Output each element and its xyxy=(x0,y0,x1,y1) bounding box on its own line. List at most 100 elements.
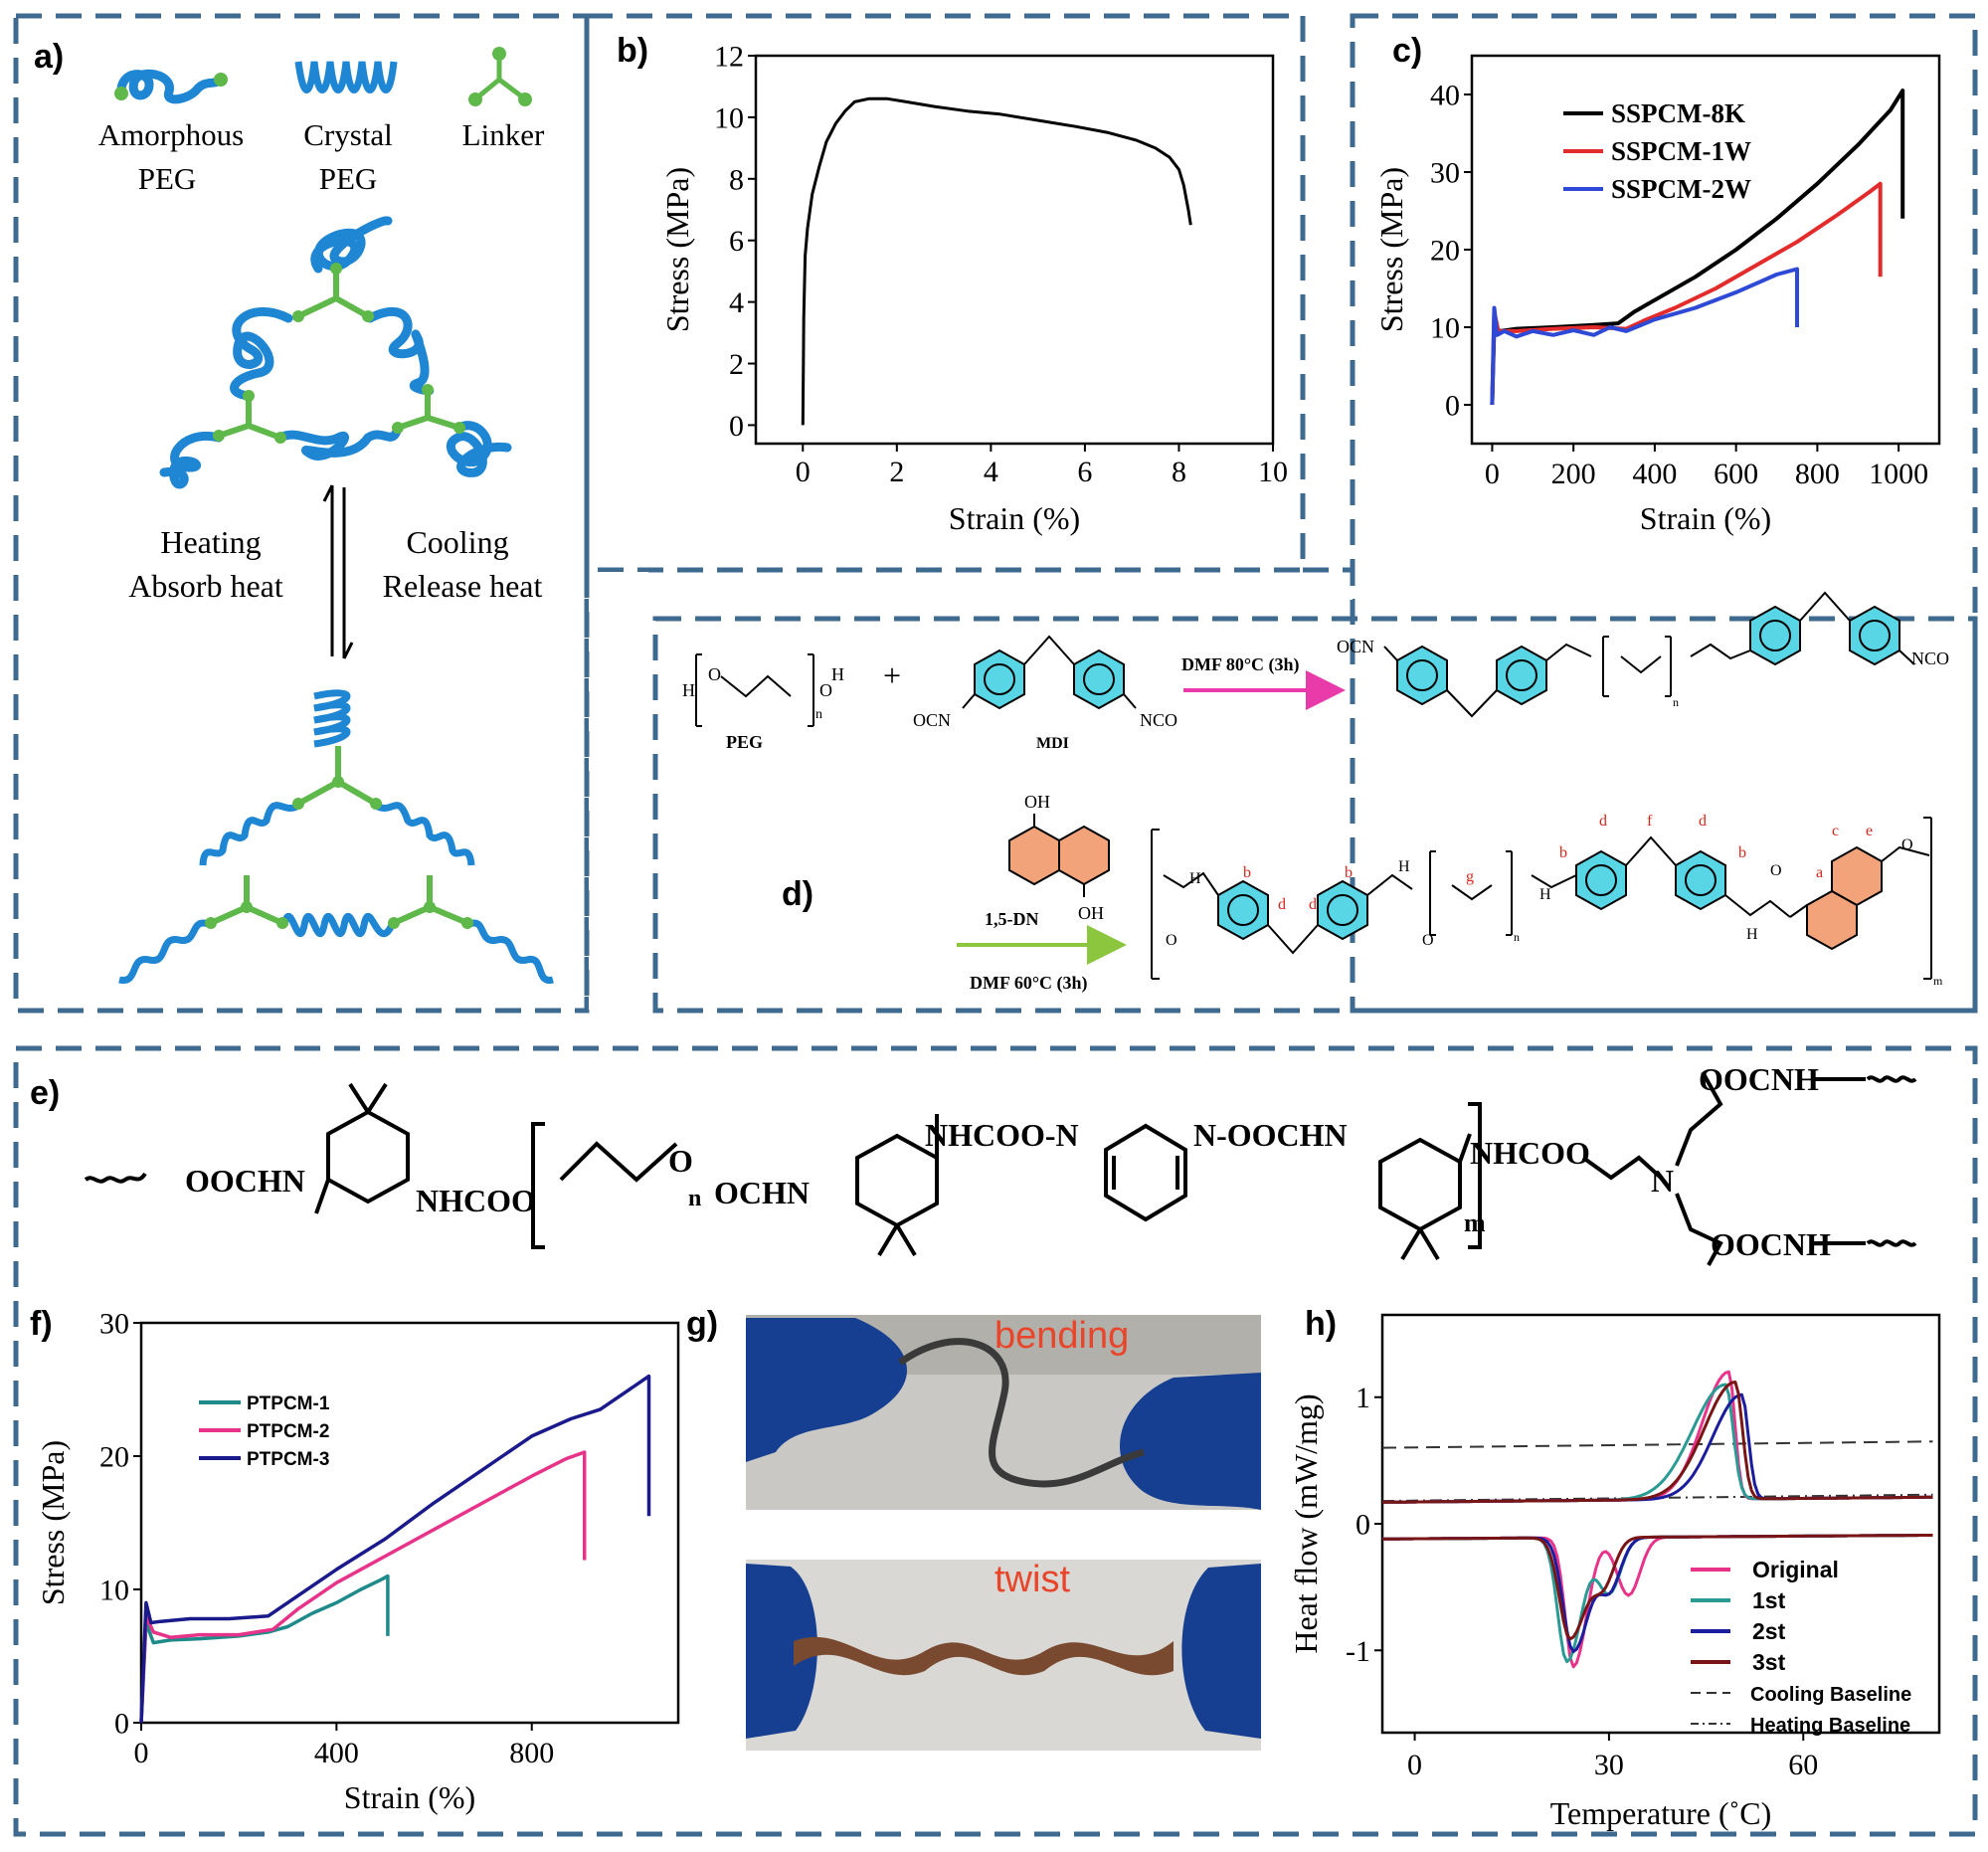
panel-g-label: g) xyxy=(686,1305,718,1343)
x-tick-label: 200 xyxy=(1551,458,1596,490)
series-line-ptpcm-3 xyxy=(139,1374,651,1724)
twist-film-icon xyxy=(794,1636,1174,1676)
mdi-structure xyxy=(962,635,1137,710)
panel-b-label: b) xyxy=(617,32,648,70)
series-line-sspcm-1w xyxy=(1490,181,1883,406)
peg-label: PEG xyxy=(726,732,763,752)
series-line-heat-1st xyxy=(1382,1534,1933,1664)
y-tick-label: -1 xyxy=(1346,1635,1370,1668)
chart-h: 0 30 60 -1 0 1 Temperature (˚C) Heat flow (mW/m… xyxy=(1288,1313,1941,1831)
legend-label: PTPCM-3 xyxy=(247,1449,329,1470)
y-tick-label: 0 xyxy=(1445,390,1460,423)
y-axis-label: Stress (MPa) xyxy=(35,1440,71,1605)
y-tick-label: 30 xyxy=(1430,157,1460,190)
panel-e-structure xyxy=(84,1071,1917,1266)
e-n-sub: n xyxy=(688,1186,701,1211)
series-line-cool-3st xyxy=(1381,1381,1933,1504)
step2-conditions: DMF 60°C (3h) xyxy=(970,973,1088,994)
frame-d xyxy=(652,616,1978,1014)
x-axis-label: Temperature (˚C) xyxy=(1550,1795,1772,1831)
panel-d-label: d) xyxy=(782,875,813,913)
final-h-4: H xyxy=(1746,926,1758,943)
y-tick-label: 12 xyxy=(714,41,744,74)
e-n-oochn: N-OOCHN xyxy=(1193,1117,1348,1153)
x-tick-label: 0 xyxy=(134,1737,149,1769)
cooling-sublabel: Release heat xyxy=(383,568,543,604)
peg-structure xyxy=(695,653,814,727)
final-o-4: O xyxy=(1901,836,1913,853)
prepolymer-structure xyxy=(1383,591,1915,718)
frame-c xyxy=(1350,13,1978,1014)
x-tick-label: 800 xyxy=(1795,458,1840,490)
nmr-label-g: g xyxy=(1466,868,1474,885)
e-nhcoo-1: NHCOO xyxy=(416,1183,536,1218)
y-tick-label: 10 xyxy=(714,101,744,134)
heating-sublabel: Absorb heat xyxy=(128,568,283,604)
twist-glove-right-icon xyxy=(1181,1564,1261,1739)
linker-icon xyxy=(468,47,532,106)
legend-label: Heating Baseline xyxy=(1750,1715,1910,1737)
panel-frames xyxy=(13,13,1978,1837)
heating-baseline xyxy=(1381,1493,1933,1503)
peg-h-left: H xyxy=(682,680,695,700)
e-o-peg: O xyxy=(668,1143,693,1179)
panel-a-label: a) xyxy=(34,38,64,76)
legend-crystal-line2: PEG xyxy=(319,161,378,196)
nmr-label-d-3: d xyxy=(1599,813,1607,830)
bending-film-icon xyxy=(897,1338,1145,1488)
y-tick-label: 40 xyxy=(1430,80,1460,112)
y-tick-label: 0 xyxy=(1355,1509,1370,1542)
x-tick-label: 6 xyxy=(1077,456,1092,488)
y-tick-label: 0 xyxy=(729,410,744,443)
nmr-label-e: e xyxy=(1866,823,1873,839)
mdi-ocn: OCN xyxy=(913,710,951,730)
prepolymer-nco: NCO xyxy=(1911,648,1949,668)
legend-crystal-line1: Crystal xyxy=(303,117,393,152)
legend-label: 3st xyxy=(1752,1649,1786,1675)
final-n-sub: n xyxy=(1514,930,1520,944)
y-axis-label: Stress (MPa) xyxy=(1373,167,1409,332)
panel-h-label: h) xyxy=(1305,1305,1337,1343)
heating-label: Heating xyxy=(160,524,261,560)
peg-o2: O xyxy=(819,680,832,700)
nmr-label-b-3: b xyxy=(1559,844,1567,861)
final-polymer-text: O H H O n H H O O m b d d b g b d f d b … xyxy=(1166,813,1943,988)
panel-h: h) 0 30 60 -1 0 1 Temperature (˚C) Heat flow (m… xyxy=(1288,1305,1941,1831)
final-m-sub: m xyxy=(1933,974,1943,988)
legend-label: Original xyxy=(1752,1557,1839,1582)
frame-a xyxy=(13,13,590,1014)
panel-e: e) OOCHN xyxy=(30,1061,1917,1266)
plot-frame xyxy=(754,54,1275,446)
x-axis-label: Strain (%) xyxy=(949,500,1080,536)
legend-label: 2st xyxy=(1752,1618,1786,1644)
e-nhcoo-2: NHCOO xyxy=(1470,1135,1590,1171)
nmr-label-b-2: b xyxy=(1345,864,1353,881)
nmr-label-d-2: d xyxy=(1309,896,1317,913)
x-tick-label: 600 xyxy=(1714,458,1758,490)
cooling-baseline xyxy=(1381,1440,1933,1449)
final-o-2: O xyxy=(1422,932,1434,949)
prepolymer-ocn: OCN xyxy=(1337,637,1374,656)
x-tick-label: 4 xyxy=(984,456,998,488)
legend-label: PTPCM-2 xyxy=(247,1421,329,1442)
twist-photo: twist xyxy=(746,1559,1261,1751)
series-line-sspcm-2w xyxy=(1490,267,1799,406)
x-tick-label: 0 xyxy=(1485,458,1500,490)
chart-b: 0 2 4 6 8 10 0 2 4 6 8 10 12 Strain (%) Stress (MPa) xyxy=(659,41,1288,537)
twist-caption: twist xyxy=(994,1559,1070,1600)
peg-h-right: H xyxy=(831,664,844,684)
frame-b xyxy=(584,13,1306,573)
nmr-label-d-1: d xyxy=(1278,896,1286,913)
series-line-ptpcm-1 xyxy=(139,1574,390,1724)
peg-n: n xyxy=(815,707,822,722)
plot-frame xyxy=(139,1321,680,1725)
y-axis-label: Heat flow (mW/mg) xyxy=(1288,1393,1324,1653)
legend-linker: Linker xyxy=(462,117,545,152)
series-line-heat-3st xyxy=(1382,1534,1933,1641)
final-polymer-structure xyxy=(1151,817,1932,980)
e-oochn-left: OOCHN xyxy=(185,1163,305,1199)
x-tick-label: 10 xyxy=(1258,456,1288,488)
y-tick-label: 8 xyxy=(729,163,744,196)
x-axis-label: Strain (%) xyxy=(344,1779,475,1815)
